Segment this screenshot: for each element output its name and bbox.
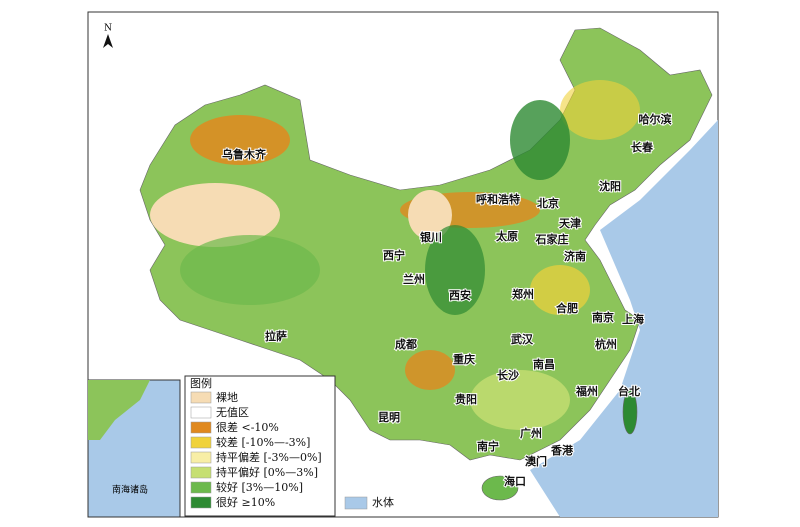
city-label: 成都 [395, 337, 417, 351]
taiwan [622, 389, 638, 435]
city-label: 昆明 [378, 411, 400, 424]
city-label: 太原 [495, 229, 518, 243]
inset: 南海诸岛 [87, 379, 181, 518]
city-label: 福州 [575, 384, 598, 398]
city-label: 西宁 [383, 248, 405, 262]
city-label: 石家庄 [535, 232, 569, 246]
legend-label: 无值区 [216, 406, 249, 419]
condition-patches [150, 80, 640, 430]
city-label: 台北 [618, 384, 640, 398]
city-label: 南昌 [533, 357, 555, 371]
city-label: 重庆 [453, 352, 475, 366]
city-label: 乌鲁木齐 [222, 147, 267, 161]
legend-label: 裸地 [216, 390, 238, 404]
legend-title: 图例 [190, 376, 212, 390]
legend-label: 持平偏好 [0%—3%] [216, 465, 318, 479]
city-label: 拉萨 [265, 329, 287, 343]
legend-swatch [190, 481, 212, 494]
legend-swatch [190, 451, 212, 464]
city-label: 合肥 [556, 301, 578, 315]
city-label: 澳门 [525, 454, 547, 468]
city-label: 贵阳 [455, 392, 477, 406]
city-label: 银川 [420, 230, 442, 244]
city-label: 天津 [559, 216, 581, 230]
city-label: 西安 [449, 288, 471, 302]
water-swatch [344, 496, 368, 510]
legend-swatch [190, 421, 212, 434]
city-label: 长沙 [497, 368, 519, 382]
legend-swatch [190, 391, 212, 404]
city-label: 济南 [564, 249, 586, 263]
city-label: 呼和浩特 [476, 192, 520, 206]
inset-land [88, 380, 150, 440]
legend-label: 很好 ≥10% [216, 495, 275, 509]
north-arrow: N [103, 24, 113, 48]
city-label: 南京 [592, 310, 614, 324]
sea [530, 120, 718, 517]
city-label: 北京 [537, 196, 559, 210]
city-label: 海口 [504, 474, 526, 488]
north-label: N [104, 24, 112, 34]
legend-swatch [190, 406, 212, 419]
water-label: 水体 [372, 495, 394, 509]
legend-label: 较好 [3%—10%] [216, 480, 303, 494]
inset-label: 南海诸岛 [112, 484, 148, 496]
city-label: 广州 [520, 426, 542, 440]
legend-label: 持平偏差 [-3%—0%] [216, 450, 322, 464]
legend-swatch [190, 466, 212, 479]
legend-label: 很差 <-10% [216, 420, 279, 434]
city-label: 长春 [631, 140, 654, 154]
city-label: 武汉 [511, 332, 534, 346]
city-label: 兰州 [403, 272, 425, 286]
hainan [481, 475, 519, 501]
city-label: 香港 [550, 443, 574, 457]
legend-swatch [190, 496, 212, 509]
city-label: 南宁 [477, 439, 499, 453]
city-label: 哈尔滨 [639, 112, 672, 126]
city-label: 上海 [622, 312, 644, 326]
legend-swatch [190, 436, 212, 449]
city-label: 杭州 [595, 337, 617, 351]
city-label: 沈阳 [599, 179, 621, 193]
legend-label: 较差 [-10%—-3%] [216, 435, 310, 449]
city-label: 郑州 [512, 287, 534, 301]
